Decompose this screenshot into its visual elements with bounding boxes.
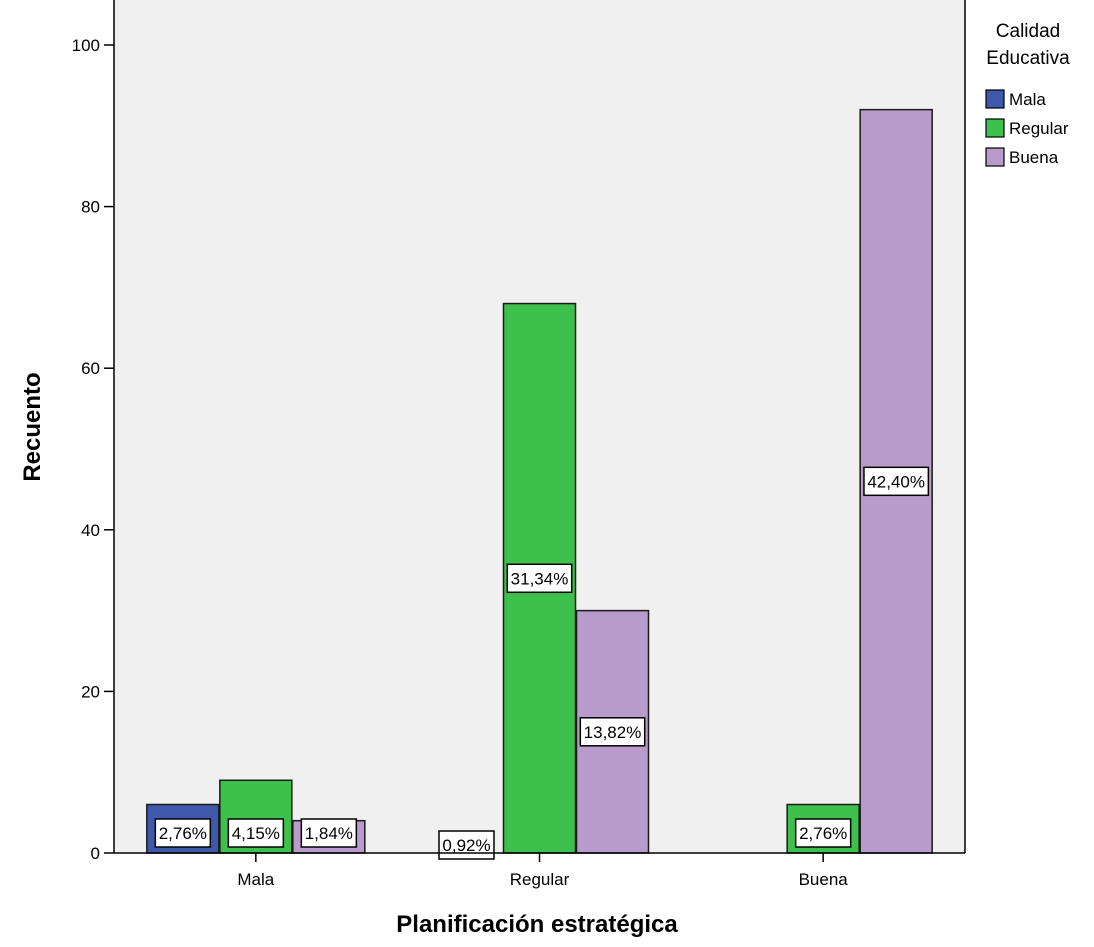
x-tick-label-buena: Buena	[799, 870, 849, 889]
data-label-text: 42,40%	[867, 472, 925, 491]
x-tick-label-regular: Regular	[510, 870, 570, 889]
y-tick-label: 20	[81, 682, 100, 701]
data-label-regular-mala: 0,92%	[438, 830, 495, 860]
legend-item-regular: Regular	[985, 118, 1069, 138]
legend-label: Regular	[1009, 119, 1069, 138]
data-label-mala-regular: 4,15%	[227, 818, 285, 848]
x-tick-label-mala: Mala	[237, 870, 274, 889]
data-label-box	[794, 818, 852, 848]
legend-label: Buena	[1009, 148, 1059, 167]
data-label-box	[438, 830, 495, 860]
data-label-text: 13,82%	[584, 723, 642, 742]
legend-items: Mala Regular Buena	[985, 89, 1069, 167]
legend: Calidad Educativa Mala Regular Buena	[985, 21, 1070, 167]
data-label-box	[227, 818, 285, 848]
legend-item-buena: Buena	[985, 147, 1059, 167]
legend-swatch	[985, 118, 1005, 138]
legend-title-line-2: Educativa	[986, 48, 1070, 69]
data-label-buena-buena: 42,40%	[863, 466, 930, 497]
legend-swatch	[985, 89, 1005, 109]
data-label-mala-buena: 1,84%	[300, 818, 358, 848]
data-label-regular-buena: 13,82%	[579, 717, 646, 747]
data-label-box	[154, 818, 212, 848]
y-tick-label: 40	[81, 521, 100, 540]
data-label-buena-regular: 2,76%	[794, 818, 852, 848]
y-axis-title: Recuento	[19, 372, 46, 481]
data-label-text: 2,76%	[159, 824, 207, 843]
y-tick-label: 0	[91, 844, 100, 863]
data-label-text: 2,76%	[799, 824, 847, 843]
y-tick-label: 80	[81, 198, 100, 217]
y-tick-label: 100	[72, 36, 100, 55]
legend-label: Mala	[1009, 90, 1046, 109]
legend-title-line-1: Calidad	[996, 21, 1060, 42]
data-label-text: 4,15%	[232, 824, 280, 843]
legend-item-mala: Mala	[985, 89, 1046, 109]
x-axis-ticks: Mala Regular Buena	[237, 853, 848, 889]
data-labels-layer: 2,76% 4,15% 31,34% 2,76% 1,84% 13,82% 42,40% 0,…	[154, 466, 930, 860]
x-axis-title: Planificación estratégica	[396, 911, 678, 938]
data-label-text: 1,84%	[305, 824, 353, 843]
y-tick-label: 60	[81, 359, 100, 378]
y-axis-ticks: 0 20 40 60 80 100	[72, 36, 114, 863]
data-label-regular-regular: 31,34%	[506, 563, 573, 594]
data-label-box	[863, 466, 930, 497]
legend-swatch	[985, 147, 1005, 167]
data-label-text: 31,34%	[511, 569, 569, 588]
data-label-text: 0,92%	[442, 836, 490, 855]
data-label-mala-mala: 2,76%	[154, 818, 212, 848]
data-label-box	[579, 717, 646, 747]
data-label-box	[506, 563, 573, 594]
data-label-box	[300, 818, 358, 848]
